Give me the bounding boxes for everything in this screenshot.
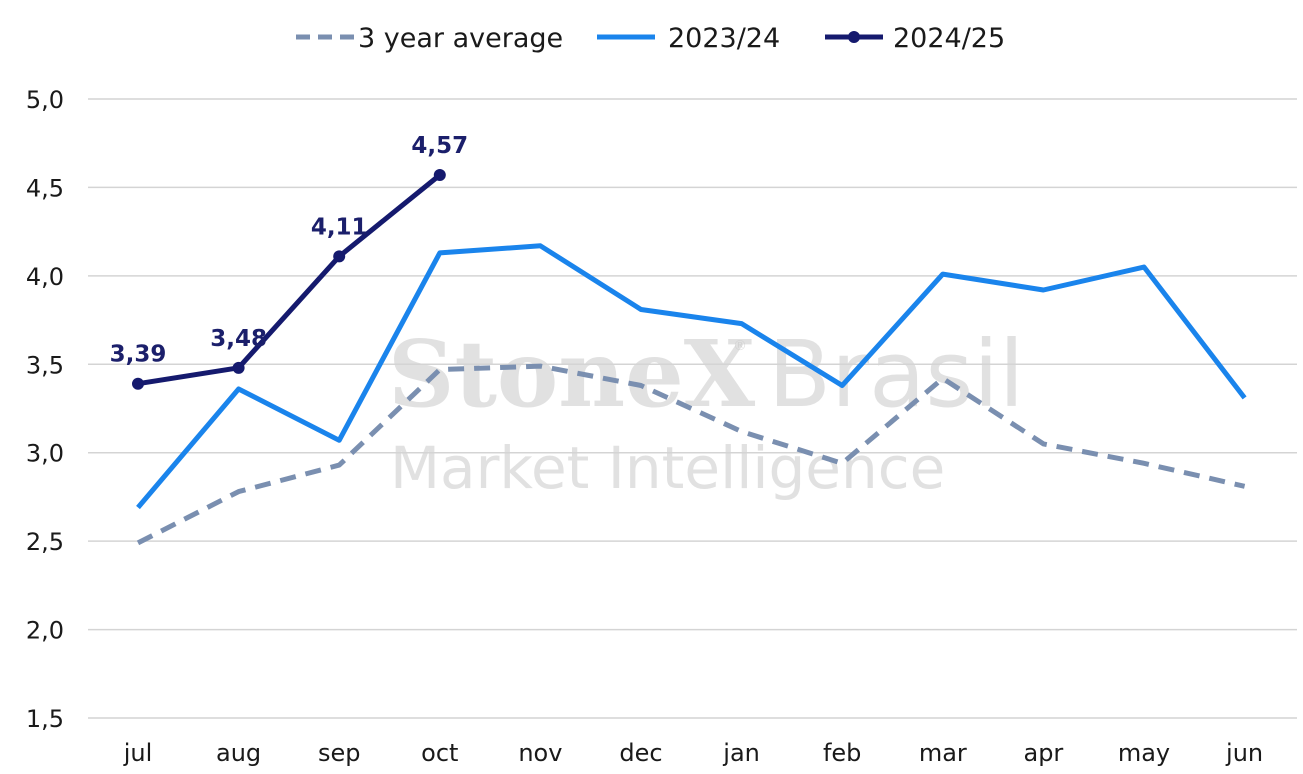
x-tick-label: dec (619, 739, 662, 767)
y-axis-ticks: 1,5 2,0 2,5 3,0 3,5 4,0 4,5 5,0 (26, 86, 64, 733)
x-tick-label: apr (1023, 739, 1063, 767)
y-tick-label: 4,0 (26, 263, 64, 291)
watermark-subtitle: Market Intelligence (390, 434, 945, 502)
series-point-marker (132, 377, 144, 390)
x-tick-label: jul (123, 739, 153, 767)
y-tick-label: 3,5 (26, 351, 64, 379)
series-point-marker (433, 169, 446, 182)
y-tick-label: 5,0 (26, 86, 64, 114)
x-axis-ticks: jul aug sep oct nov dec jan feb mar apr may jun (123, 739, 1263, 767)
x-tick-label: aug (216, 739, 261, 767)
watermark-brand-b: Brasil (768, 321, 1024, 428)
watermark-registered-mark: ® (733, 338, 747, 354)
legend-label: 2024/25 (893, 23, 1005, 54)
series-line-2 (136, 243, 1247, 510)
series-line-1 (136, 363, 1246, 546)
series-lines (132, 169, 1247, 546)
watermark: StoneX ® Brasil Market Intelligence (388, 320, 1024, 502)
x-tick-label: mar (919, 739, 967, 767)
series-line-3 (137, 173, 442, 387)
y-tick-label: 2,5 (26, 528, 64, 556)
x-tick-label: sep (318, 739, 361, 767)
data-labels: 3,39 3,48 4,11 4,57 (110, 133, 469, 368)
legend: 3 year average 2023/24 2024/25 (296, 23, 1005, 54)
legend-label: 3 year average (358, 23, 563, 54)
x-tick-label: feb (823, 739, 861, 767)
x-tick-label: may (1118, 739, 1170, 767)
gridlines (88, 98, 1297, 719)
legend-label: 2023/24 (668, 23, 780, 54)
y-tick-label: 2,0 (26, 617, 64, 645)
watermark-brand-a: StoneX (388, 320, 756, 428)
y-tick-label: 3,0 (26, 440, 64, 468)
x-tick-label: jun (1225, 739, 1263, 767)
legend-marker (848, 31, 860, 43)
y-tick-label: 1,5 (26, 705, 64, 733)
x-tick-label: oct (421, 739, 458, 767)
data-label: 4,11 (311, 214, 368, 240)
y-tick-label: 4,5 (26, 174, 64, 202)
series-point-marker (333, 250, 346, 263)
x-tick-label: jan (722, 739, 760, 767)
series-point-marker (232, 361, 245, 374)
data-label: 4,57 (411, 133, 468, 159)
x-tick-label: nov (518, 739, 562, 767)
data-label: 3,39 (110, 342, 167, 368)
data-label: 3,48 (210, 326, 267, 352)
